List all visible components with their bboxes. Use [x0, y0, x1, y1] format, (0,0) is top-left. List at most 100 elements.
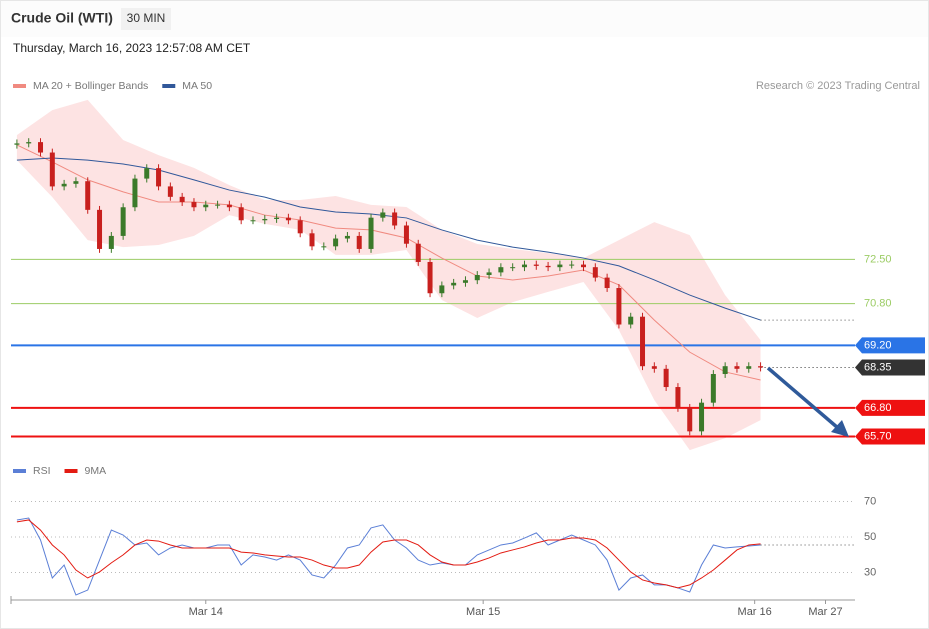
level-label: 65.70	[864, 430, 892, 442]
candle-body	[262, 218, 268, 221]
legend-label: RSI	[33, 465, 51, 477]
plot: 72.50 70.80 69.20 68.35 66.80 65.70 MA 20 + Bo…	[10, 80, 925, 618]
candle-body	[108, 235, 114, 249]
candle-body	[226, 204, 232, 208]
candle-body	[699, 402, 705, 432]
candle-body	[14, 143, 20, 145]
candle-body	[462, 280, 468, 283]
level-tag	[855, 359, 925, 376]
x-tick-label: Mar 15	[466, 606, 500, 618]
level-tag	[855, 428, 925, 445]
candle-body	[687, 407, 693, 432]
interval-badge	[121, 8, 171, 30]
forecast-arrow	[766, 366, 840, 430]
interval: 30 MIN	[127, 11, 166, 25]
candle-body	[675, 387, 681, 408]
candle-body	[533, 264, 539, 266]
candle-body	[73, 181, 79, 184]
candle-body	[344, 235, 350, 239]
level-tag	[855, 399, 925, 416]
candle-body	[297, 220, 303, 234]
candle-body	[321, 246, 327, 248]
candle-body	[651, 366, 657, 369]
candle-body	[85, 181, 91, 210]
candle-body	[61, 183, 67, 187]
level-label: 70.80	[864, 298, 892, 310]
level-label: 66.80	[864, 402, 892, 414]
candle-body	[368, 217, 374, 249]
legend-label: 9MA	[85, 465, 107, 477]
candle-body	[250, 220, 256, 222]
candle-body	[427, 261, 433, 294]
y-tick-label: 50	[864, 531, 876, 543]
y-tick-label: 70	[864, 495, 876, 507]
candle-body	[640, 316, 646, 367]
candle-body	[38, 142, 44, 153]
candle-body	[616, 288, 622, 325]
candle-body	[663, 368, 669, 388]
candle-body	[439, 285, 445, 294]
date: Thursday, March 16, 2023 12:57:08 AM CET	[13, 41, 251, 55]
candle-body	[392, 212, 398, 226]
candle-body	[26, 142, 32, 144]
candle-body	[203, 204, 209, 208]
forecast-arrow-head	[831, 420, 849, 437]
candle-body	[403, 225, 409, 244]
ma50-line	[16, 157, 761, 321]
candle-body	[510, 267, 516, 269]
candle-body	[215, 204, 221, 206]
candle-body	[604, 277, 610, 289]
candle-body	[415, 243, 421, 262]
candle-body	[521, 264, 527, 268]
candle-body	[144, 168, 150, 179]
candle-body	[734, 366, 740, 369]
legend-label: MA 20 + Bollinger Bands	[33, 80, 148, 92]
candle-body	[356, 235, 362, 249]
candle-body	[309, 233, 315, 247]
candle-body	[758, 366, 764, 368]
title: Crude Oil (WTI)	[11, 10, 113, 26]
candle-body	[97, 209, 103, 249]
candle-body	[179, 196, 185, 203]
candle-body	[486, 272, 492, 275]
candle-body	[167, 186, 173, 197]
candle-body	[156, 168, 162, 187]
credit: Research © 2023 Trading Central	[756, 80, 920, 92]
candle-body	[238, 207, 244, 221]
y-tick-label: 30	[864, 566, 876, 578]
candle-body	[274, 217, 280, 219]
legend-swatch	[162, 84, 176, 88]
candle-body	[474, 275, 480, 281]
legend-swatch	[64, 469, 78, 473]
candle-body	[628, 316, 634, 325]
candle-body	[710, 374, 716, 403]
candle-body	[120, 207, 126, 236]
candle-body	[592, 267, 598, 278]
rsi-line	[16, 519, 761, 589]
candle-body	[581, 264, 587, 268]
candle-body	[545, 265, 551, 268]
candle-body	[191, 202, 197, 208]
level-label: 69.20	[864, 339, 892, 351]
candle-body	[498, 267, 504, 273]
candle-body	[285, 217, 291, 221]
level-label: 72.50	[864, 253, 892, 265]
candle-body	[722, 366, 728, 375]
x-tick-label: Mar 27	[808, 606, 842, 618]
candle-body	[569, 264, 575, 266]
candle-body	[451, 282, 457, 286]
legend-label: MA 50	[182, 80, 212, 92]
level-tag	[855, 337, 925, 354]
candle-body	[49, 152, 55, 187]
candle-body	[380, 212, 386, 218]
candle-body	[132, 178, 138, 208]
candle-body	[746, 366, 752, 369]
level-label: 68.35	[864, 361, 892, 373]
legend-swatch	[13, 84, 26, 88]
x-tick-label: Mar 16	[738, 606, 772, 618]
legend-swatch	[13, 469, 26, 473]
ma20-line	[16, 144, 761, 381]
